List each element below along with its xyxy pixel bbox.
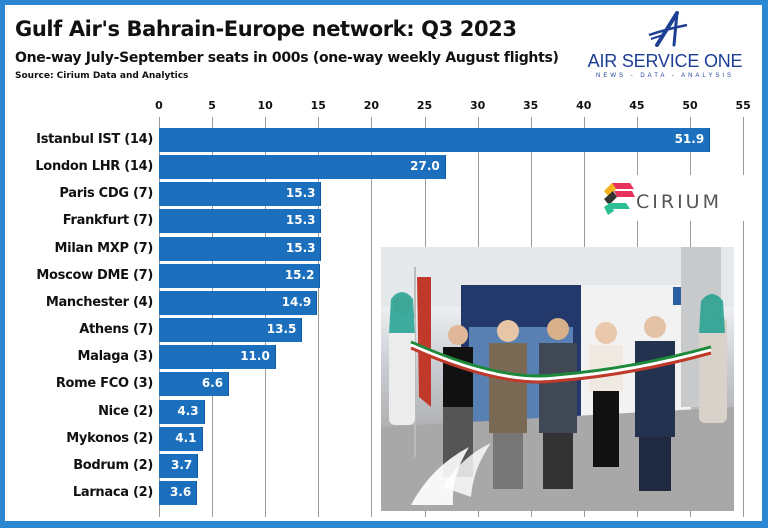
x-tick-label: 40 [576, 99, 592, 112]
gridline [318, 117, 320, 517]
bar-value-label: 15.2 [284, 267, 315, 282]
x-tick-label: 45 [629, 99, 645, 112]
bar: 15.3 [159, 209, 322, 234]
category-label: Bodrum (2) [73, 457, 153, 473]
bar: 11.0 [159, 345, 276, 370]
cirium-logo: CIRIUM [598, 175, 758, 221]
publisher-tagline: NEWS - DATA - ANALYSIS [595, 73, 734, 79]
bar-value-label: 15.3 [285, 213, 316, 228]
gridline [159, 117, 160, 517]
x-tick-label: 0 [155, 99, 163, 112]
bar: 3.7 [159, 453, 199, 478]
airplane-a-icon [648, 11, 688, 47]
category-label: London LHR (14) [35, 159, 153, 175]
gridline [212, 117, 214, 517]
bar-value-label: 4.3 [177, 403, 199, 418]
bar-value-label: 6.6 [201, 376, 224, 391]
category-label: Manchester (4) [45, 294, 153, 310]
gridline [743, 117, 745, 517]
x-axis-tick-labels: 0 5 10 15 20 25 30 35 40 45 50 55 [5, 99, 762, 115]
cirium-mark-icon [604, 183, 635, 215]
category-label: Larnaca (2) [72, 484, 153, 500]
x-tick-label: 15 [310, 99, 326, 112]
x-tick-label: 10 [257, 99, 273, 112]
category-label: Athens (7) [79, 322, 153, 338]
cirium-wordmark: CIRIUM [636, 191, 722, 213]
bar-value-label: 14.9 [281, 294, 312, 309]
bar-value-label: 3.6 [169, 484, 192, 499]
category-label: Paris CDG (7) [59, 186, 153, 202]
category-label: Mykonos (2) [66, 430, 153, 446]
x-tick-label: 5 [208, 99, 216, 112]
bar-value-label: 15.3 [285, 240, 316, 255]
chart-title: Gulf Air's Bahrain-Europe network: Q3 20… [15, 17, 517, 41]
x-tick-label: 30 [469, 99, 486, 112]
category-label: Rome FCO (3) [55, 376, 153, 392]
bar: 14.9 [159, 290, 318, 315]
category-label: Frankfurt (7) [62, 213, 154, 229]
chart-subtitle: One-way July-September seats in 000s (on… [15, 50, 559, 66]
bar-value-label: 15.3 [285, 186, 316, 201]
x-tick-label: 35 [523, 99, 539, 112]
x-tick-label: 55 [735, 99, 751, 112]
bar: 6.6 [159, 372, 230, 397]
bar-value-label: 4.1 [175, 430, 197, 445]
ribbon-cutting-scene-icon [381, 247, 734, 511]
bar: 15.2 [159, 263, 321, 288]
bar: 4.3 [159, 399, 205, 424]
bar-value-label: 27.0 [410, 159, 440, 174]
bar: 27.0 [159, 155, 446, 180]
bar: 15.3 [159, 236, 322, 261]
bar: 13.5 [159, 318, 303, 343]
plot-area: Istanbul IST (14) 51.9 London LHR (14) 27.0… [35, 117, 759, 521]
chart-frame: Gulf Air's Bahrain-Europe network: Q3 20… [5, 5, 762, 521]
publisher-name: AIR SERVICE ONE [587, 51, 743, 71]
ceremony-photo [381, 247, 734, 511]
category-label: Moscow DME (7) [36, 267, 153, 283]
category-label: Malaga (3) [77, 349, 154, 365]
x-tick-label: 25 [416, 99, 433, 112]
bar: 3.6 [159, 480, 198, 505]
air-service-one-logo: AIR SERVICE ONE NEWS - DATA - ANALYSIS [585, 11, 745, 86]
x-tick-label: 50 [682, 99, 698, 112]
bar-value-label: 51.9 [674, 132, 705, 146]
gridline [371, 117, 373, 517]
bar: 4.1 [159, 426, 203, 451]
category-label: Istanbul IST (14) [36, 132, 153, 147]
bar-value-label: 13.5 [266, 322, 297, 337]
category-label: Nice (2) [98, 403, 153, 419]
bar-value-label: 3.7 [171, 457, 193, 472]
x-tick-label: 20 [363, 99, 380, 112]
chart-source: Source: Cirium Data and Analytics [15, 71, 189, 81]
bar-value-label: 11.0 [240, 349, 270, 364]
gridline [265, 117, 267, 517]
bar: 51.9 [159, 128, 711, 152]
bar: 15.3 [159, 182, 322, 207]
category-label: Milan MXP (7) [54, 240, 154, 256]
